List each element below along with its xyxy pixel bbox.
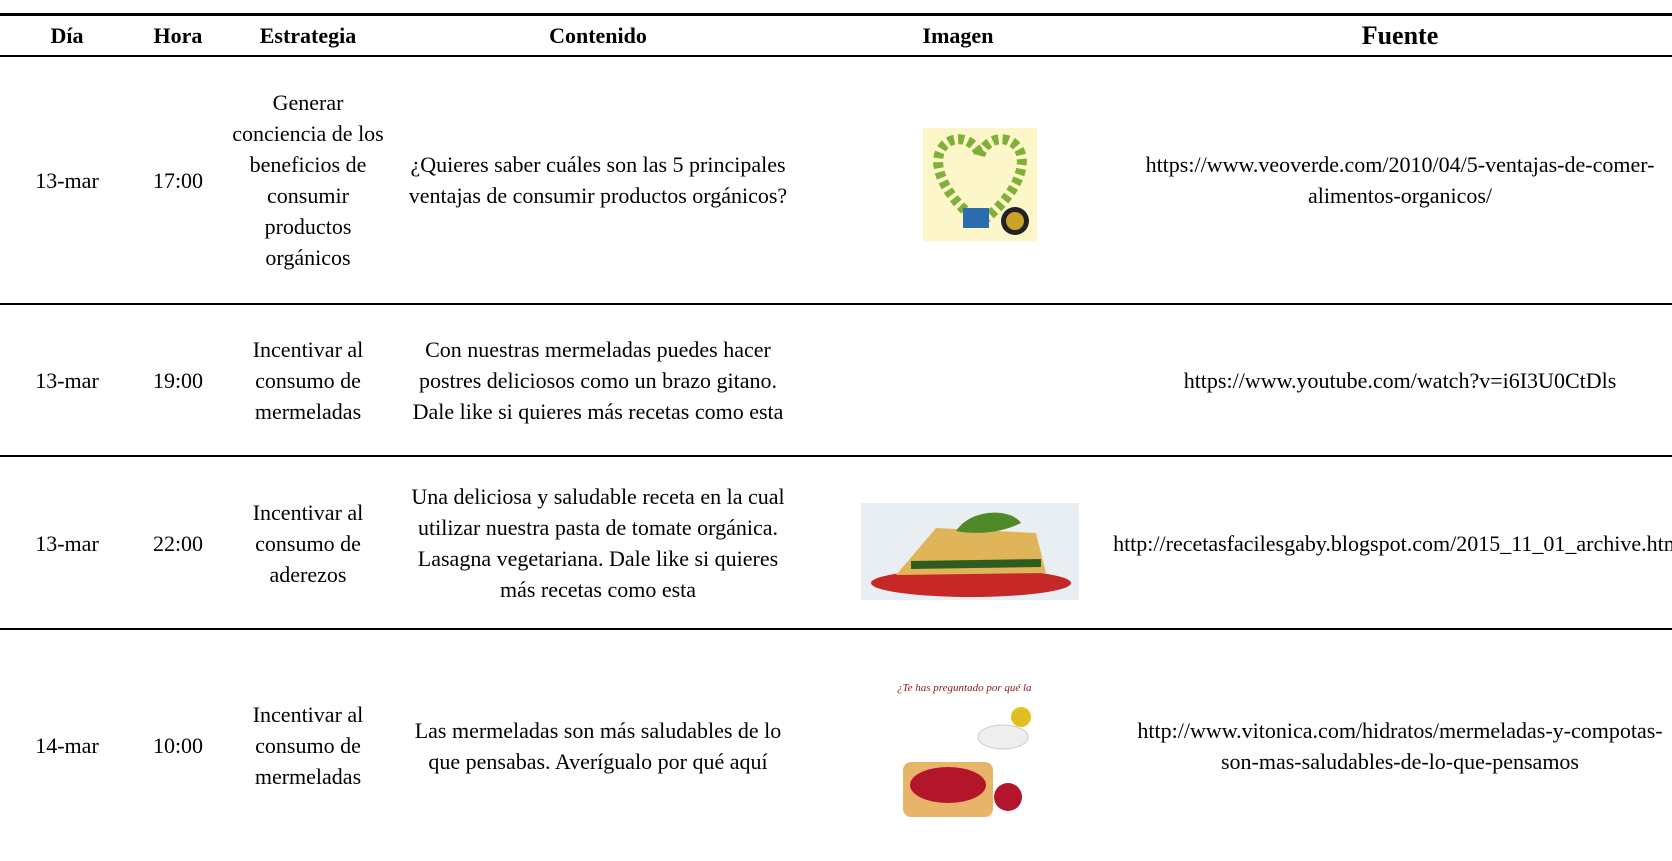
image-organic (923, 128, 1037, 241)
cell-contenido: ¿Quieres saber cuáles son las 5 principa… (408, 152, 788, 208)
cell-dia: 13-mar (35, 530, 99, 556)
cell-fuente: https://www.youtube.com/watch?v=i6I3U0Ct… (1114, 305, 1672, 456)
header-imagen: Imagen (922, 22, 994, 48)
cell-hora: 19:00 (152, 368, 204, 393)
cell-hora: 17:00 (152, 167, 204, 193)
cell-estrategia: Incentivar al consumo de mermeladas (252, 702, 364, 789)
cell-estrategia: Incentivar al consumo de mermeladas (252, 337, 364, 424)
table-rule (0, 628, 1672, 630)
table-rule (0, 55, 1672, 57)
image-jam: ¿Te has preguntado por qué la (893, 677, 1045, 828)
source-link[interactable]: https://www.youtube.com/watch?v=i6I3U0Ct… (1183, 368, 1617, 393)
header-estrategia: Estrategia (259, 22, 357, 48)
cell-hora: 10:00 (152, 733, 204, 758)
table-rule (0, 303, 1672, 305)
header-fuente: Fuente (1361, 20, 1439, 50)
cell-contenido: Las mermeladas son más saludables de lo … (414, 717, 782, 774)
table-rule (0, 455, 1672, 457)
cell-contenido: Una deliciosa y saludable receta en la c… (411, 484, 785, 602)
image-lasagna (861, 503, 1079, 600)
cell-contenido: Con nuestras mermeladas puedes hacer pos… (412, 337, 784, 424)
cell-hora: 22:00 (152, 530, 204, 556)
header-contenido: Contenido (549, 22, 647, 48)
cell-dia: 13-mar (35, 368, 99, 393)
cell-fuente: http://recetasfacilesgaby.blogspot.com/2… (1113, 530, 1672, 556)
table-rule (0, 13, 1672, 16)
header-dia: Día (50, 22, 84, 48)
cell-fuente: http://www.vitonica.com/hidratos/mermela… (1137, 717, 1663, 774)
cell-estrategia: Generar conciencia de los beneficios de … (232, 90, 384, 270)
svg-text:¿Te has preguntado por qué la: ¿Te has preguntado por qué la (897, 682, 1032, 694)
header-hora: Hora (153, 22, 203, 48)
cell-fuente: https://www.veoverde.com/2010/04/5-venta… (1145, 152, 1655, 208)
cell-estrategia: Incentivar al consumo de aderezos (252, 499, 364, 587)
cell-dia: 13-mar (35, 167, 99, 193)
cell-dia: 14-mar (35, 733, 99, 758)
